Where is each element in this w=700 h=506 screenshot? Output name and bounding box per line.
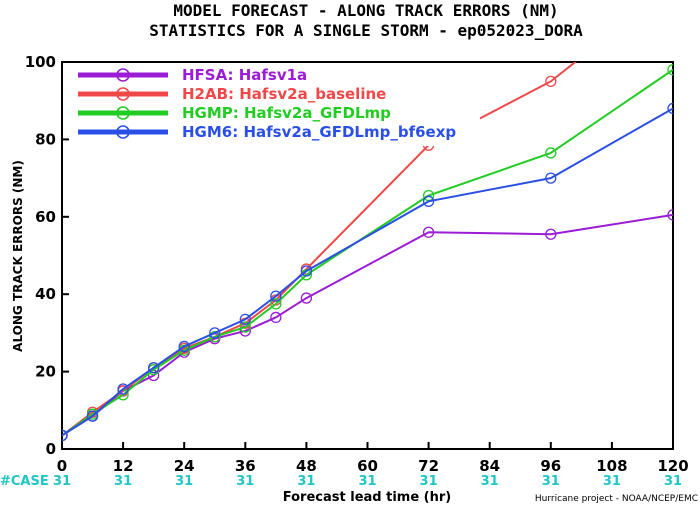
case-count: 31 (664, 474, 682, 489)
y-tick-label: 20 (35, 363, 56, 381)
case-label: #CASE (0, 474, 49, 489)
legend-swatch-marker (116, 68, 130, 82)
data-point (300, 265, 313, 277)
x-tick-label: 60 (357, 457, 378, 475)
x-tick-label: 96 (540, 457, 561, 475)
y-tick-label: 100 (25, 53, 56, 71)
x-tick-label: 24 (174, 457, 195, 475)
data-point (239, 321, 251, 333)
data-point (422, 226, 435, 238)
x-tick-label: 84 (479, 457, 500, 475)
legend-label: HGM6: Hafsv2a_GFDLmp_bf6exp (182, 123, 456, 141)
data-point (667, 64, 673, 76)
x-tick-label: 12 (113, 457, 134, 475)
legend-swatch-marker (116, 87, 130, 101)
series-line (62, 68, 673, 437)
case-count-row: 31 31 31 31 31 31 31 31 31 31 31 (53, 474, 682, 489)
data-point (422, 195, 435, 207)
legend-entry: HGMP: Hafsv2a_GFDLmp (78, 104, 391, 122)
x-tick-label: 48 (296, 457, 317, 475)
x-tick-label: 0 (57, 457, 67, 475)
y-tick-label: 80 (35, 130, 56, 148)
legend-entry: H2AB: Hafsv2a_baseline (78, 85, 386, 103)
data-point (545, 75, 557, 87)
x-tick-label: 36 (235, 457, 256, 475)
case-count: 31 (358, 474, 376, 489)
case-count: 31 (542, 474, 560, 489)
legend-label: H2AB: Hafsv2a_baseline (182, 85, 386, 103)
series-0 (62, 209, 673, 442)
data-point (667, 209, 673, 221)
credit-text: Hurricane project - NOAA/NCEP/EMC (535, 494, 698, 504)
y-tick-label: 60 (35, 208, 56, 226)
case-count: 31 (114, 474, 132, 489)
data-point (209, 327, 221, 339)
legend-entry: HFSA: Hafsv1a (78, 66, 307, 84)
case-count: 31 (481, 474, 499, 489)
x-tick-label: 120 (657, 457, 688, 475)
data-point (270, 298, 282, 310)
x-tick-label: 108 (596, 457, 627, 475)
legend-label: HFSA: Hafsv1a (182, 66, 307, 84)
data-point (147, 362, 160, 374)
x-tick-label: 72 (418, 457, 439, 475)
data-point (270, 290, 282, 302)
case-count: 31 (297, 474, 315, 489)
case-count: 31 (53, 474, 71, 489)
data-point (270, 311, 282, 324)
chart-title: MODEL FORECAST - ALONG TRACK ERRORS (NM) (173, 1, 558, 20)
x-axis-label: Forecast lead time (hr) (283, 490, 451, 505)
chart-subtitle: STATISTICS FOR A SINGLE STORM - ep052023… (149, 21, 583, 40)
data-point (545, 147, 557, 159)
data-point (545, 172, 557, 184)
case-count: 31 (420, 474, 438, 489)
legend-entry: HGM6: Hafsv2a_GFDLmp_bf6exp (78, 123, 456, 141)
data-point (86, 410, 99, 422)
y-axis: 0 20 40 60 80 100 (25, 53, 69, 458)
legend-swatch-marker (116, 125, 130, 139)
case-count: 31 (603, 474, 621, 489)
data-point (300, 292, 313, 304)
case-count: 31 (175, 474, 193, 489)
series-line (62, 107, 673, 437)
y-tick-label: 40 (35, 285, 56, 303)
data-point (178, 340, 190, 353)
y-tick-label: 0 (46, 440, 56, 458)
data-point (239, 313, 251, 326)
data-point (545, 228, 557, 240)
data-point (62, 429, 68, 442)
case-count: 31 (236, 474, 254, 489)
data-point (667, 102, 673, 115)
series-line (62, 213, 673, 437)
series-3 (62, 102, 673, 442)
x-axis: 0 12 24 36 48 60 72 84 96 108 120 (57, 442, 689, 475)
data-point (209, 331, 221, 343)
y-axis-label: ALONG TRACK ERRORS (NM) (11, 160, 25, 352)
data-point (117, 383, 129, 395)
legend-label: HGMP: Hafsv2a_GFDLmp (182, 104, 391, 122)
legend-swatch-marker (116, 106, 130, 120)
